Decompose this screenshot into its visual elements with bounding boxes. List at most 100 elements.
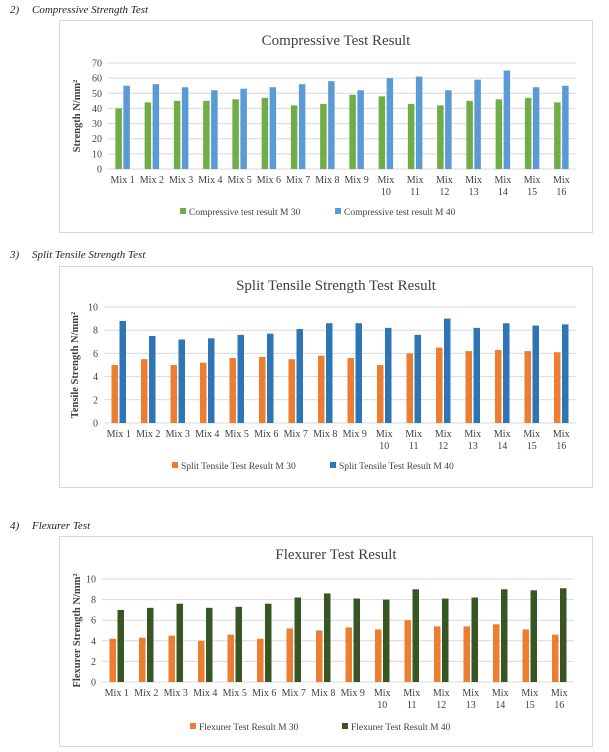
compressive-chart-svg: Compressive Test Result 0 10 20 30 40 50 60 70 St…: [72, 33, 576, 218]
x-tick-label: Mix 8: [315, 175, 339, 186]
bar-m30: [286, 628, 293, 682]
bar-m30: [168, 635, 175, 682]
x-tick-label: Mix 1: [111, 175, 135, 186]
x-tick-label: Mix 9: [345, 175, 369, 186]
split-tensile-chart-svg: Split Tensile Strength Test Result 0 2 4 6 8 1…: [70, 278, 576, 472]
bar-m40: [178, 339, 185, 423]
x-tick-label: Mix 9: [343, 429, 367, 440]
bar-m40: [503, 70, 511, 169]
x-tick-label: Mix 8: [313, 429, 337, 440]
section-heading-flexurer: 4) Flexurer Test: [10, 520, 90, 532]
y-tick-label: 4: [91, 636, 96, 647]
x-tick-label: Mix 6: [257, 175, 281, 186]
bar-m30: [378, 96, 386, 169]
bar-m40: [415, 76, 423, 169]
bar-m30: [173, 100, 181, 169]
legend-entry: Flexurer Test Result M 30: [199, 723, 299, 733]
bar-m40: [326, 323, 333, 423]
x-tick-label: Mix 3: [169, 175, 193, 186]
bar-m30: [552, 634, 559, 682]
bar-m30: [229, 358, 236, 423]
x-tick-label: Mix 15: [521, 688, 538, 711]
x-tick-label: Mix 4: [198, 175, 222, 186]
x-tick-label: Mix 10: [378, 175, 395, 198]
legend-swatch: [172, 462, 178, 468]
bar-m40: [501, 589, 508, 682]
bar-m30: [141, 359, 148, 423]
bar-m40: [294, 597, 301, 682]
y-tick-label: 50: [92, 89, 102, 100]
bar-m40: [532, 87, 540, 169]
bar-m30: [495, 99, 503, 169]
bar-m40: [208, 338, 215, 423]
x-tick-label: Mix 2: [136, 429, 160, 440]
bar-m40: [562, 85, 569, 169]
y-tick-label: 2: [91, 657, 96, 668]
x-tick-label: Mix 10: [376, 429, 393, 452]
legend-swatch: [335, 208, 341, 214]
y-tick-label: 6: [91, 616, 96, 627]
bar-m30: [144, 102, 152, 169]
bar-m30: [522, 629, 529, 682]
y-tick-label: 10: [92, 149, 102, 160]
y-tick-label: 0: [97, 165, 102, 176]
bar-m40: [357, 90, 364, 169]
bar-m30: [406, 353, 413, 423]
bar-m40: [412, 589, 419, 682]
x-tick-label: Mix 11: [407, 175, 424, 198]
bar-m30: [316, 630, 323, 682]
chart-title: Compressive Test Result: [262, 33, 411, 49]
legend-swatch: [180, 208, 186, 214]
y-axis-label: Tensile Strength N/mm²: [70, 312, 81, 418]
bar-m40: [386, 78, 394, 169]
legend-entry: Split Tensile Test Result M 30: [181, 462, 296, 472]
bar-m30: [232, 99, 239, 169]
y-tick-label: 0: [91, 678, 96, 689]
bar-m30: [320, 103, 327, 169]
bar-m40: [211, 90, 218, 169]
chart-title: Split Tensile Strength Test Result: [236, 278, 437, 294]
bar-m30: [203, 100, 210, 169]
y-tick-label: 6: [93, 349, 98, 360]
x-tick-label: Mix 16: [553, 429, 570, 452]
bar-m40: [353, 598, 360, 682]
x-tick-label: Mix 14: [494, 429, 511, 452]
x-tick-label: Mix 1: [105, 688, 129, 699]
x-tick-label: Mix 9: [341, 688, 365, 699]
y-tick-label: 70: [92, 59, 102, 70]
bar-m30: [349, 94, 356, 169]
bar-m30: [288, 359, 295, 423]
legend-entry: Compressive test result M 40: [344, 208, 456, 218]
bar-m40: [265, 603, 272, 682]
bar-m40: [328, 81, 335, 169]
x-tick-label: Mix 7: [284, 429, 308, 440]
y-axis-label: Flexurer Strength N/mm²: [72, 574, 83, 688]
bar-m30: [495, 349, 502, 423]
bar-m30: [115, 108, 122, 169]
bar-m40: [296, 329, 303, 423]
y-tick-label: 2: [93, 395, 98, 406]
bar-m30: [139, 637, 146, 682]
legend-swatch: [342, 723, 348, 729]
bar-m40: [206, 607, 213, 682]
y-tick-label: 10: [88, 303, 98, 314]
bar-m30: [257, 638, 264, 682]
legend-entry: Compressive test result M 30: [189, 208, 301, 218]
flexurer-chart: Flexurer Test Result 0 2 4 6 8 10 Flexurer Stre…: [59, 536, 593, 747]
x-tick-label: Mix 5: [223, 688, 247, 699]
x-tick-label: Mix 16: [553, 175, 570, 198]
legend-entry: Flexurer Test Result M 40: [351, 723, 451, 733]
x-tick-label: Mix 15: [524, 175, 541, 198]
bar-m40: [532, 325, 539, 423]
bar-m30: [463, 626, 470, 682]
bar-m40: [152, 84, 160, 169]
legend-swatch: [330, 462, 336, 468]
x-tick-label: Mix 11: [405, 429, 422, 452]
bar-m30: [554, 352, 561, 423]
x-tick-label: Mix 5: [228, 175, 252, 186]
bar-m40: [237, 334, 244, 423]
chart-title: Flexurer Test Result: [275, 547, 397, 563]
bar-m30: [437, 105, 444, 169]
x-tick-label: Mix 12: [436, 175, 453, 198]
